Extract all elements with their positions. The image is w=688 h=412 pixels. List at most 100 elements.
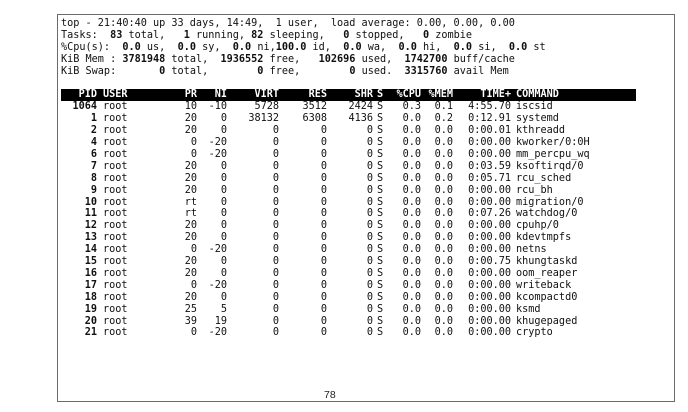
- process-row[interactable]: 6 root 0 -20 0 0 0 S 0.0 0.0 0:00.00 mm_percpu_wq: [61, 149, 636, 161]
- time-cell: 0:00.00: [468, 148, 511, 160]
- col-header-pr[interactable]: PR: [163, 89, 197, 102]
- process-row[interactable]: 17 root 0 -20 0 0 0 S 0.0 0.0 0:00.00 writeback: [61, 280, 636, 292]
- cpu-cell: 0.0: [402, 291, 421, 303]
- res-cell: 0: [320, 172, 327, 184]
- swap-sep-3: used.: [355, 65, 405, 77]
- virt-cell: 0: [272, 136, 279, 148]
- time-cell: 0:00.00: [468, 315, 511, 327]
- tasks-sep-2: running,: [189, 29, 252, 41]
- virt-cell: 0: [272, 125, 279, 137]
- cpu-hi: 0.0: [398, 41, 417, 53]
- process-row[interactable]: 10 root rt 0 0 0 0 S 0.0 0.0 0:00.00 migration/0: [61, 197, 636, 209]
- virt-cell: 0: [272, 303, 279, 315]
- cpu-sep-3: ni,: [251, 41, 276, 53]
- cpu-cell: 0.0: [402, 279, 421, 291]
- process-row[interactable]: 19 root 25 5 0 0 0 S 0.0 0.0 0:00.00 ksmd: [61, 304, 636, 316]
- col-header-ni[interactable]: NI: [197, 89, 227, 102]
- command-cell: rcu_bh: [516, 184, 553, 196]
- col-header-command[interactable]: COMMAND: [511, 89, 636, 102]
- terminal-window[interactable]: top - 21:40:40 up 33 days, 14:49, 1 user…: [57, 14, 675, 402]
- shr-cell: 0: [366, 136, 373, 148]
- cpu-sep-7: si,: [472, 41, 509, 53]
- col-header-state[interactable]: S: [373, 89, 389, 102]
- col-header-res[interactable]: RES: [279, 89, 327, 102]
- process-row[interactable]: 8 root 20 0 0 0 0 S 0.0 0.0 0:05.71 rcu_sched: [61, 173, 636, 185]
- state-cell: S: [377, 327, 384, 339]
- state-cell: S: [377, 101, 384, 113]
- time-cell: 0:00.00: [468, 220, 511, 232]
- virt-cell: 0: [272, 279, 279, 291]
- res-cell: 0: [320, 184, 327, 196]
- process-row[interactable]: 1064 root 10 -10 5728 3512 2424 S 0.3 0.1 4:55.70 i…: [61, 101, 636, 113]
- command-cell: mm_percpu_wq: [516, 148, 590, 160]
- cpu-sep-2: sy,: [195, 41, 233, 53]
- time-cell: 0:05.71: [468, 172, 511, 184]
- time-cell: 0:00.00: [468, 244, 511, 256]
- state-cell: S: [377, 160, 384, 172]
- col-header-time[interactable]: TIME+: [453, 89, 511, 102]
- cpu-cell: 0.0: [402, 315, 421, 327]
- pid-cell: 1064: [72, 101, 97, 113]
- user-cell: root: [103, 172, 128, 184]
- col-header-cpu[interactable]: %CPU: [389, 89, 421, 102]
- process-row[interactable]: 9 root 20 0 0 0 0 S 0.0 0.0 0:00.00 rcu_bh: [61, 185, 636, 197]
- cpu-wa: 0.0: [343, 41, 362, 53]
- col-header-mem[interactable]: %MEM: [421, 89, 453, 102]
- pid-cell: 16: [84, 267, 97, 279]
- time-cell: 0:12.91: [468, 113, 511, 125]
- col-header-virt[interactable]: VIRT: [227, 89, 279, 102]
- process-row[interactable]: 21 root 0 -20 0 0 0 S 0.0 0.0 0:00.00 crypto: [61, 327, 636, 339]
- nice-cell: -20: [208, 148, 227, 160]
- command-cell: kdevtmpfs: [516, 232, 572, 244]
- user-cell: root: [103, 256, 128, 268]
- shr-cell: 0: [366, 208, 373, 220]
- mem-free: 1936552: [220, 53, 264, 65]
- virt-cell: 0: [272, 267, 279, 279]
- col-header-user[interactable]: USER: [97, 89, 163, 102]
- shr-cell: 0: [366, 279, 373, 291]
- process-row[interactable]: 14 root 0 -20 0 0 0 S 0.0 0.0 0:00.00 netns: [61, 244, 636, 256]
- user-cell: root: [103, 279, 128, 291]
- command-cell: khungtaskd: [516, 256, 578, 268]
- process-row[interactable]: 2 root 20 0 0 0 0 S 0.0 0.0 0:00.01 kthreadd: [61, 125, 636, 137]
- process-row[interactable]: 16 root 20 0 0 0 0 S 0.0 0.0 0:00.00 oom_reaper: [61, 268, 636, 280]
- process-table-header: PID USER PR NI VIRT RES SHR S %CPU %MEM …: [61, 89, 636, 102]
- virt-cell: 0: [272, 184, 279, 196]
- process-row[interactable]: 12 root 20 0 0 0 0 S 0.0 0.0 0:00.00 cpuhp/0: [61, 220, 636, 232]
- res-cell: 0: [320, 125, 327, 137]
- tasks-stopped: 0: [343, 29, 350, 41]
- cpu-sy: 0.0: [177, 41, 196, 53]
- res-cell: 0: [320, 244, 327, 256]
- pid-cell: 6: [90, 148, 97, 160]
- cpu-cell: 0.0: [402, 172, 421, 184]
- process-row[interactable]: 7 root 20 0 0 0 0 S 0.0 0.0 0:03.59 ksoftirqd/0: [61, 161, 636, 173]
- process-row[interactable]: 13 root 20 0 0 0 0 S 0.0 0.0 0:00.00 kdevtmpfs: [61, 232, 636, 244]
- mem-cell: 0.0: [434, 184, 453, 196]
- mem-cell: 0.0: [434, 196, 453, 208]
- nice-cell: 0: [220, 184, 227, 196]
- time-cell: 0:00.00: [468, 136, 511, 148]
- swap-avail: 3315760: [404, 65, 448, 77]
- command-cell: systemd: [516, 113, 559, 125]
- process-row[interactable]: 20 root 39 19 0 0 0 S 0.0 0.0 0:00.00 khugepaged: [61, 316, 636, 328]
- process-row[interactable]: 18 root 20 0 0 0 0 S 0.0 0.0 0:00.00 kcompactd0: [61, 292, 636, 304]
- summary-tasks-line: Tasks: 83 total, 1 running, 82 sleeping,…: [61, 30, 674, 42]
- priority-cell: 20: [184, 113, 197, 125]
- command-cell: watchdog/0: [516, 208, 578, 220]
- process-row[interactable]: 4 root 0 -20 0 0 0 S 0.0 0.0 0:00.00 kworker/0:0H: [61, 137, 636, 149]
- col-header-pid[interactable]: PID: [61, 89, 97, 102]
- res-cell: 6308: [302, 113, 327, 125]
- process-row[interactable]: 1 root 20 0 38132 6308 4136 S 0.0 0.2 0:12.91 syste…: [61, 113, 636, 125]
- cpu-sep-5: wa,: [361, 41, 399, 53]
- cpu-cell: 0.0: [402, 184, 421, 196]
- user-cell: root: [103, 196, 128, 208]
- mem-cell: 0.0: [434, 148, 453, 160]
- process-table: PID USER PR NI VIRT RES SHR S %CPU %MEM …: [61, 89, 636, 339]
- process-row[interactable]: 15 root 20 0 0 0 0 S 0.0 0.0 0:00.75 khungtaskd: [61, 256, 636, 268]
- process-row[interactable]: 11 root rt 0 0 0 0 S 0.0 0.0 0:07.26 watchdog/0: [61, 208, 636, 220]
- nice-cell: 0: [220, 208, 227, 220]
- res-cell: 0: [320, 303, 327, 315]
- col-header-shr[interactable]: SHR: [327, 89, 373, 102]
- time-cell: 0:00.00: [468, 184, 511, 196]
- tasks-running: 1: [183, 29, 190, 41]
